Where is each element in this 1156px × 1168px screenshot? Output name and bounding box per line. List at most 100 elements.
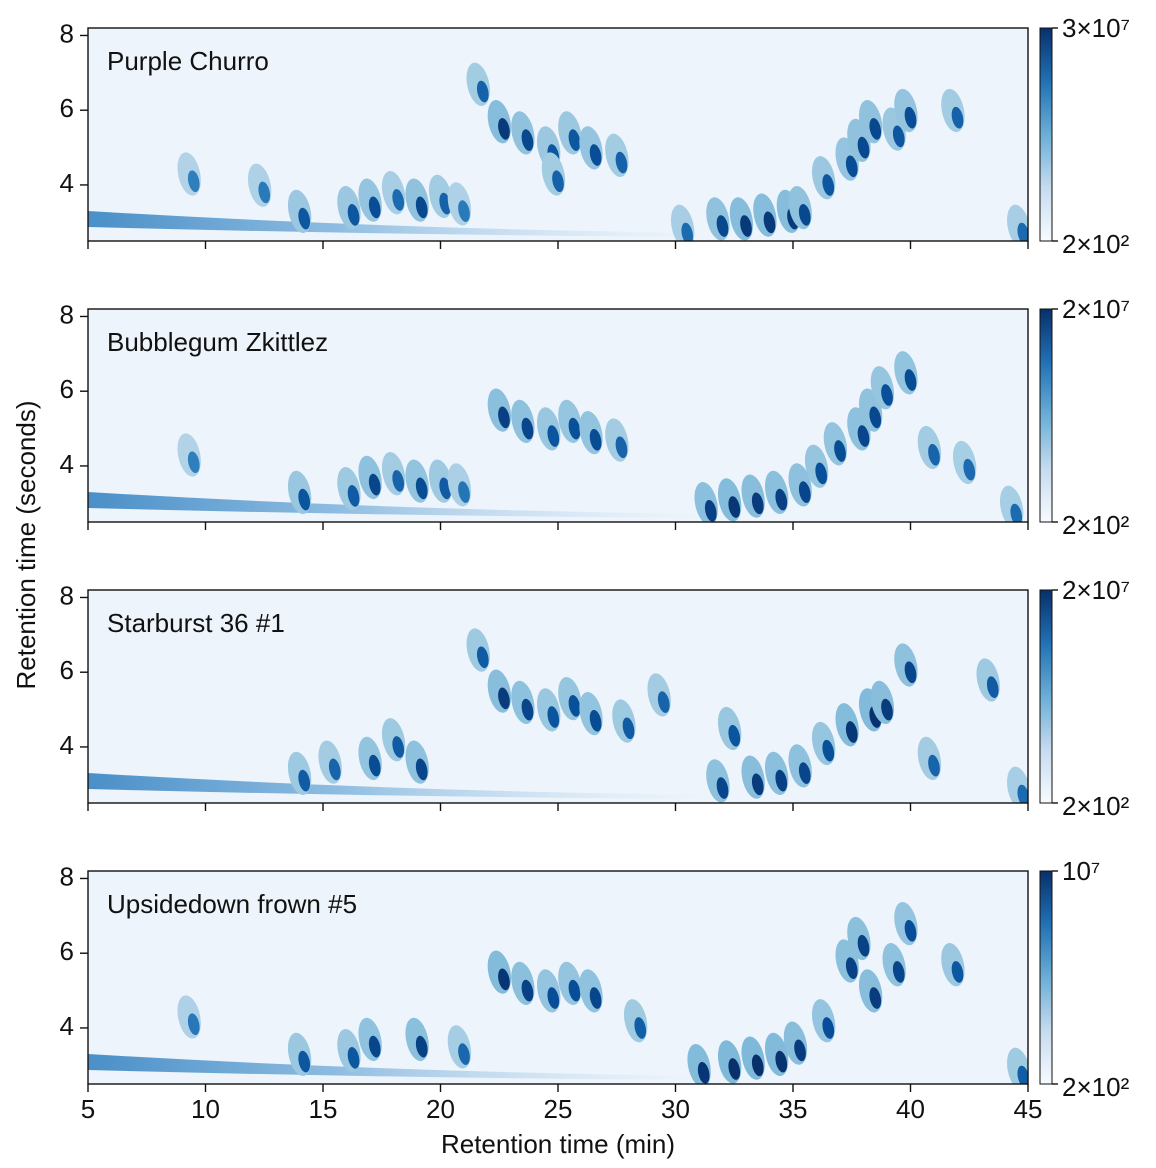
panel: 4 6 8 Purple Churro 2×10² 3×10⁷ Retention time…	[11, 13, 1130, 690]
colorbar-tick-label: 10⁷	[1062, 856, 1100, 886]
peak	[347, 1047, 360, 1069]
peak	[258, 181, 271, 204]
peak	[415, 758, 428, 781]
peak	[869, 987, 882, 1009]
colorbar	[1039, 308, 1053, 523]
peak	[775, 769, 788, 792]
y-tick-label: 4	[60, 449, 74, 479]
peak	[1017, 784, 1028, 803]
y-tick-label: 6	[60, 936, 74, 966]
peak	[740, 215, 752, 237]
peak	[951, 106, 964, 129]
peak	[458, 200, 470, 222]
peak	[892, 961, 905, 983]
peak	[521, 979, 534, 1002]
peak	[298, 1050, 311, 1073]
peak	[368, 754, 381, 777]
peak	[904, 106, 917, 129]
peak	[589, 987, 602, 1009]
peak	[1017, 1065, 1028, 1084]
peak	[298, 769, 311, 792]
x-tick-label: 20	[426, 1094, 455, 1124]
peak	[392, 736, 405, 758]
panel-title: Bubblegum Zkittlez	[107, 327, 328, 357]
peak	[822, 1017, 835, 1039]
peak	[794, 1039, 806, 1062]
peak	[697, 1061, 710, 1084]
peak	[498, 118, 510, 140]
peak	[547, 425, 560, 447]
x-tick-label: 25	[544, 1094, 573, 1124]
peak	[857, 934, 870, 957]
peak	[552, 170, 564, 193]
x-tick-label: 5	[81, 1094, 95, 1124]
x-tick-label: 45	[1014, 1094, 1043, 1124]
peak	[798, 204, 811, 226]
peak	[187, 451, 200, 474]
peak	[368, 196, 381, 219]
plot-area	[88, 628, 1028, 803]
peak	[328, 758, 341, 781]
peak	[1010, 503, 1023, 522]
plot-area	[88, 351, 1024, 522]
peak	[798, 762, 811, 784]
peak	[568, 695, 581, 717]
colorbar	[1039, 27, 1053, 242]
peak	[751, 1054, 764, 1077]
peak	[547, 706, 560, 728]
peak	[763, 211, 776, 234]
y-tick-label: 8	[60, 299, 74, 329]
baseline-streak	[88, 1054, 708, 1080]
peak	[751, 492, 764, 515]
y-tick-label: 8	[60, 861, 74, 891]
panel: 4 6 8 Starburst 36 #1 2×10² 2×10⁷	[60, 575, 1130, 821]
peak	[568, 129, 581, 151]
y-tick-label: 6	[60, 374, 74, 404]
colorbar-tick-label: 2×10²	[1062, 1072, 1130, 1102]
baseline-streak	[88, 492, 708, 518]
peak	[622, 717, 635, 740]
peak	[521, 129, 534, 151]
x-tick-label: 40	[896, 1094, 925, 1124]
peak	[615, 436, 628, 459]
x-tick-label: 10	[191, 1094, 220, 1124]
panel: 4 6 8 Bubblegum Zkittlez 2×10² 2×10⁷	[60, 294, 1130, 540]
peak	[392, 470, 405, 492]
peak	[347, 485, 360, 507]
peak	[798, 481, 811, 503]
y-axis-label: Retention time (seconds)	[11, 400, 41, 689]
peak	[368, 1035, 381, 1058]
colorbar	[1039, 870, 1053, 1085]
peak	[751, 773, 764, 796]
peak	[458, 1043, 470, 1065]
panel-title: Starburst 36 #1	[107, 608, 285, 638]
colorbar-tick-label: 3×10⁷	[1062, 13, 1130, 43]
peak	[822, 739, 835, 762]
peak	[589, 144, 602, 166]
colorbar	[1039, 589, 1053, 804]
peak	[986, 676, 999, 698]
peak	[963, 458, 976, 481]
peak	[904, 919, 917, 942]
y-tick-label: 4	[60, 730, 74, 760]
panel: 4 6 8 5 10 15 20 25 30 35 40 45 Upsidedown frown #5 2…	[60, 856, 1130, 1159]
plot-area	[88, 62, 1028, 241]
peak	[589, 428, 602, 451]
peak	[615, 151, 628, 174]
x-axis-label: Retention time (min)	[441, 1129, 675, 1159]
peak	[476, 80, 489, 103]
peak	[892, 125, 905, 148]
peak	[415, 477, 428, 500]
peak	[458, 481, 470, 503]
peak	[547, 987, 560, 1009]
peak	[187, 1013, 200, 1036]
peak	[845, 721, 858, 743]
panel-title: Purple Churro	[107, 46, 269, 76]
peak	[392, 189, 405, 211]
peak	[834, 440, 846, 462]
y-tick-label: 8	[60, 580, 74, 610]
peak	[775, 1050, 788, 1073]
peak	[822, 174, 835, 196]
colorbar-tick-label: 2×10²	[1062, 791, 1130, 821]
